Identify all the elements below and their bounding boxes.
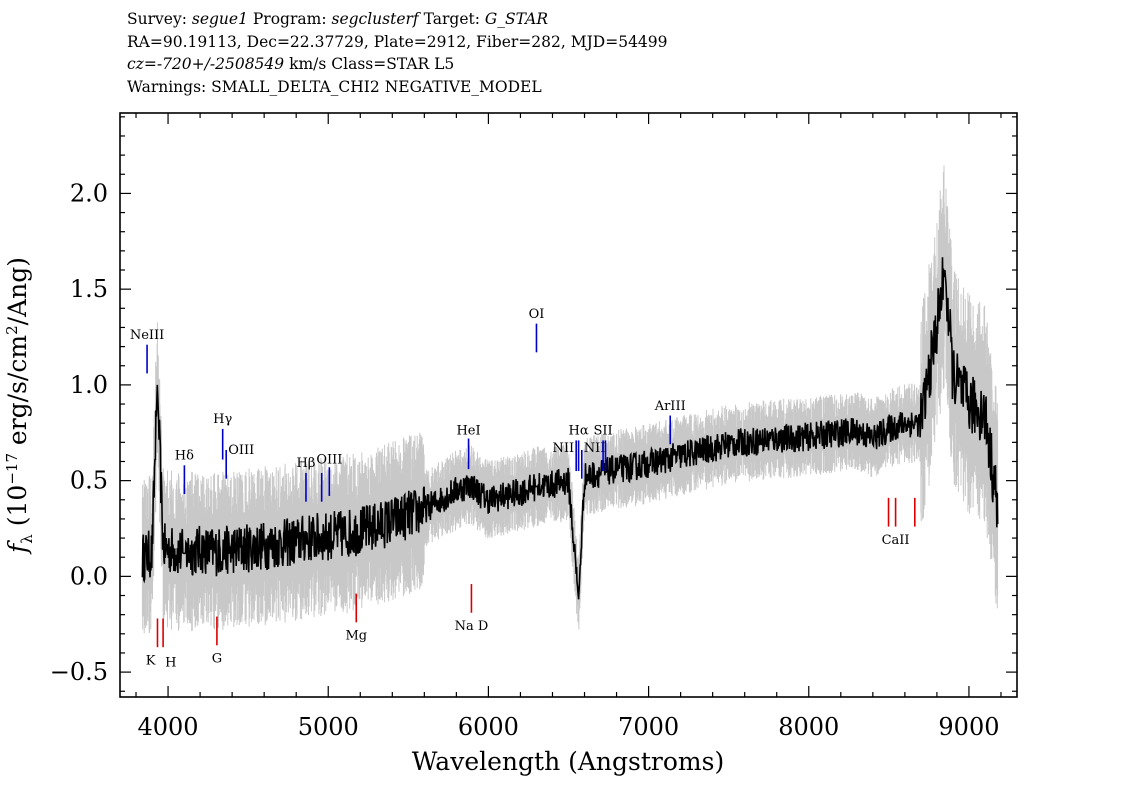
program-value: segclusterf (331, 10, 419, 28)
header-line-3: cz=-720+/-2508549 km/s Class=STAR L5 (127, 53, 668, 76)
line-label-oiii: OIII (316, 452, 342, 467)
spectrum-line (141, 257, 999, 600)
line-label-hδ: Hδ (175, 449, 194, 464)
line-label-caii: CaII (882, 533, 910, 548)
line-label-nii: NII (584, 441, 606, 456)
target-label: Target: (423, 10, 480, 28)
line-label-hα: Hα (569, 424, 589, 439)
line-label-hei: HeI (456, 424, 480, 439)
header-line-4: Warnings: SMALL_DELTA_CHI2 NEGATIVE_MODE… (127, 77, 542, 96)
x-tick-label: 6000 (458, 713, 519, 741)
line-label-mg: Mg (345, 629, 367, 644)
plot-frame (119, 112, 1018, 698)
line-label-oi: OI (529, 307, 545, 322)
line-label-na-d: Na D (455, 619, 489, 634)
x-tick-label: 5000 (298, 713, 359, 741)
y-tick-label: 1.5 (70, 275, 108, 303)
line-label-ariii: ArIII (654, 399, 686, 414)
line-label-hγ: Hγ (213, 412, 232, 427)
x-tick-label: 7000 (618, 713, 679, 741)
line-label-neiii: NeIII (130, 328, 164, 343)
header-line-2: RA=90.19113, Dec=22.37729, Plate=2912, F… (127, 32, 668, 51)
y-axis-title: fλ (10−17 erg/s/cm2/Ang) (3, 257, 36, 555)
class-text: km/s Class=STAR L5 (284, 55, 455, 73)
y-tick-label: 0.0 (70, 562, 108, 590)
error-band (141, 165, 999, 634)
axes-layer: 4000 5000 6000 7000 8000 9000 −0.5 0.0 0.5 1.0 1.5… (50, 113, 1017, 741)
survey-value: segue1 (191, 10, 248, 28)
x-tick-label: 9000 (938, 713, 999, 741)
x-tick-label: 4000 (138, 713, 199, 741)
line-label-k: K (146, 653, 156, 668)
line-label-h: H (165, 655, 176, 670)
line-label-nii: NII (553, 441, 575, 456)
x-axis-title: Wavelength (Angstroms) (412, 747, 724, 776)
y-tick-label: −0.5 (50, 658, 108, 686)
y-tick-label: 0.5 (70, 467, 108, 495)
x-tick-label: 8000 (778, 713, 839, 741)
y-tick-label: 1.0 (70, 371, 108, 399)
line-label-g: G (212, 652, 222, 667)
header-line-1: Survey: segue1 Program: segclusterf Targ… (127, 8, 668, 31)
y-tick-label: 2.0 (70, 179, 108, 207)
line-label-oiii: OIII (228, 443, 254, 458)
line-label-sii: SII (594, 424, 613, 439)
redshift-value: cz=-720+/-2508549 (127, 55, 285, 73)
spectrum-header: Survey: segue1 Program: segclusterf Targ… (127, 8, 668, 98)
program-label: Program: (252, 10, 327, 28)
line-label-hβ: Hβ (297, 456, 316, 471)
target-value: G_STAR (484, 10, 548, 28)
survey-label: Survey: (127, 10, 187, 28)
series-layer (141, 165, 999, 634)
